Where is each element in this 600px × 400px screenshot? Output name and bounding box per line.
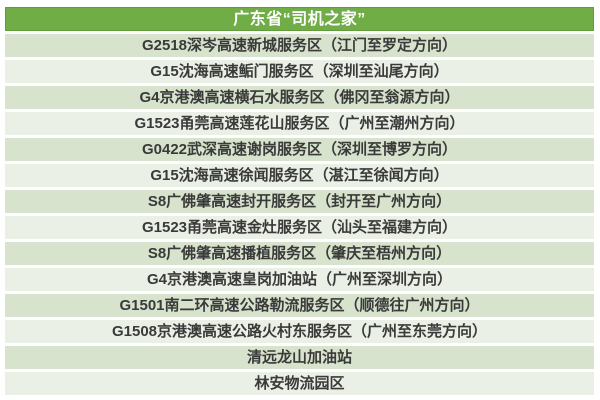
- table-row: 清远龙山加油站: [5, 346, 594, 369]
- table-row: G4京港澳高速横石水服务区（佛冈至翁源方向）: [5, 86, 594, 109]
- table-row: G1523甬莞高速莲花山服务区（广州至潮州方向）: [5, 112, 594, 135]
- table-row: G15沈海高速徐闻服务区（湛江至徐闻方向）: [5, 164, 594, 187]
- table-row: G2518深岑高速新城服务区（江门至罗定方向）: [5, 34, 594, 57]
- table-row: G15沈海高速鲘门服务区（深圳至汕尾方向）: [5, 60, 594, 83]
- table-row: G1508京港澳高速公路火村东服务区（广州至东莞方向）: [5, 320, 594, 343]
- driver-home-table: 广东省“司机之家” G2518深岑高速新城服务区（江门至罗定方向） G15沈海高速…: [5, 7, 594, 395]
- table-row: G1501南二环高速公路勒流服务区（顺德往广州方向）: [5, 294, 594, 317]
- table-row: G4京港澳高速皇岗加油站（广州至深圳方向）: [5, 268, 594, 291]
- table-title: 广东省“司机之家”: [5, 7, 594, 31]
- table-rows: G2518深岑高速新城服务区（江门至罗定方向） G15沈海高速鲘门服务区（深圳至汕…: [5, 34, 594, 395]
- table-row: 林安物流园区: [5, 372, 594, 395]
- table-row: G0422武深高速谢岗服务区（深圳至博罗方向）: [5, 138, 594, 161]
- table-row: S8广佛肇高速播植服务区（肇庆至梧州方向）: [5, 242, 594, 265]
- table-row: S8广佛肇高速封开服务区（封开至广州方向）: [5, 190, 594, 213]
- table-row: G1523甬莞高速金灶服务区（汕头至福建方向）: [5, 216, 594, 239]
